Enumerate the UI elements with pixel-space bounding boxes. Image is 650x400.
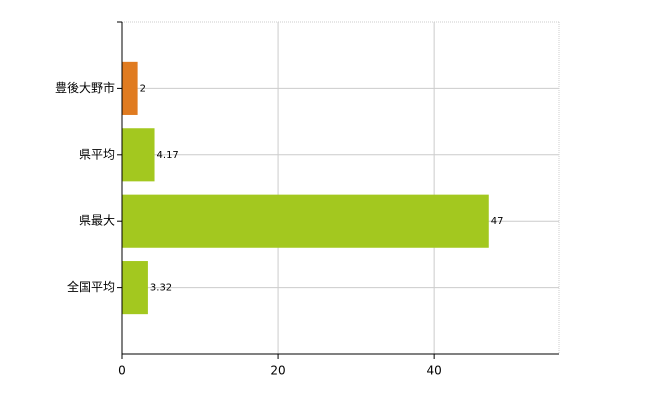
x-tick-label: 40 <box>427 364 442 378</box>
bar <box>122 194 489 248</box>
bar <box>122 261 148 315</box>
y-tick-label: 全国平均 <box>67 279 115 294</box>
value-label: 3.32 <box>150 283 172 294</box>
value-label: 4.17 <box>157 150 179 161</box>
bar <box>122 128 155 182</box>
y-tick-label: 県最大 <box>79 214 115 228</box>
bar <box>122 61 138 115</box>
x-tick-label: 20 <box>270 364 285 378</box>
y-tick-label: 豊後大野市 <box>55 80 115 95</box>
x-tick-label: 0 <box>118 364 126 378</box>
value-label: 2 <box>140 83 146 94</box>
y-tick-label: 県平均 <box>79 147 115 161</box>
value-label: 47 <box>491 216 504 227</box>
